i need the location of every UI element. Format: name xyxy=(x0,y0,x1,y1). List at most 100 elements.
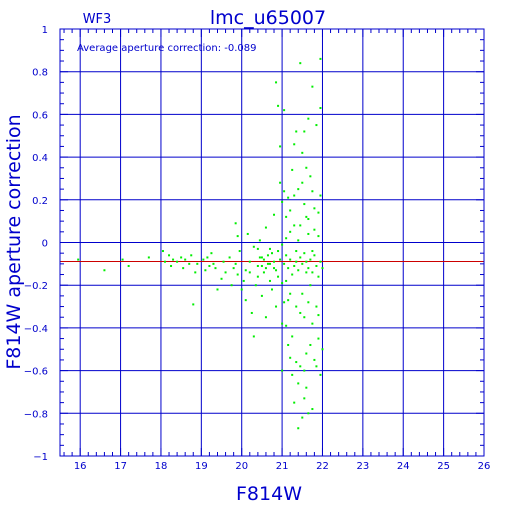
data-points xyxy=(77,57,324,430)
data-point xyxy=(285,279,288,282)
data-point xyxy=(317,314,320,317)
data-point xyxy=(170,264,173,267)
data-point xyxy=(311,408,314,411)
y-tick-label: 1 xyxy=(42,25,48,36)
data-point xyxy=(212,262,215,265)
data-point xyxy=(319,106,322,109)
data-point xyxy=(307,117,310,120)
chart-title: lmc_u65007 xyxy=(210,7,326,29)
data-point xyxy=(271,252,273,255)
data-point xyxy=(240,288,243,291)
data-point xyxy=(317,235,320,238)
data-point xyxy=(277,250,280,253)
data-point xyxy=(268,279,271,282)
data-point xyxy=(281,282,284,285)
data-point xyxy=(180,256,183,259)
data-point xyxy=(208,264,211,267)
data-point xyxy=(238,250,241,253)
data-point xyxy=(305,271,308,274)
data-point xyxy=(248,271,251,274)
data-point xyxy=(311,271,314,274)
data-point xyxy=(307,232,310,235)
x-tick-labels: 16 17 18 19 20 21 22 23 24 25 26 xyxy=(74,461,491,472)
data-point xyxy=(293,401,296,404)
data-point xyxy=(271,288,273,291)
data-point xyxy=(262,258,265,261)
data-point xyxy=(188,262,191,265)
data-point xyxy=(293,264,296,267)
data-point xyxy=(258,239,261,242)
data-point xyxy=(264,226,267,229)
data-point xyxy=(287,343,290,346)
data-point xyxy=(315,264,318,267)
data-point xyxy=(256,264,259,267)
data-point xyxy=(121,258,124,261)
data-point xyxy=(258,256,261,259)
y-tick-label: 0 xyxy=(42,239,48,250)
data-point xyxy=(303,203,306,206)
data-point xyxy=(234,222,237,225)
data-point xyxy=(204,269,207,272)
data-point xyxy=(303,130,306,133)
data-point xyxy=(295,260,298,263)
data-point xyxy=(260,256,263,259)
data-point xyxy=(301,181,304,184)
data-point xyxy=(307,218,310,221)
data-point xyxy=(315,305,318,308)
data-point xyxy=(273,213,276,216)
data-point xyxy=(321,348,324,351)
data-point xyxy=(311,322,314,325)
data-point xyxy=(182,267,185,270)
x-tick-label: 24 xyxy=(397,461,410,472)
x-tick-label: 23 xyxy=(356,461,369,472)
data-point xyxy=(317,337,320,340)
data-point xyxy=(234,262,237,265)
data-point xyxy=(293,194,296,197)
data-point xyxy=(246,232,249,235)
data-point xyxy=(281,200,284,203)
y-tick-label: 0.6 xyxy=(32,110,48,121)
data-point xyxy=(297,427,300,430)
data-point xyxy=(317,275,320,278)
data-point xyxy=(285,254,288,257)
data-point xyxy=(289,292,292,295)
data-point xyxy=(262,271,265,274)
data-point xyxy=(260,294,263,297)
x-tick-label: 20 xyxy=(235,461,248,472)
data-point xyxy=(176,260,179,263)
data-point xyxy=(281,322,284,325)
data-point xyxy=(192,303,195,306)
data-point xyxy=(194,271,197,274)
data-point xyxy=(206,256,209,259)
data-point xyxy=(244,269,247,272)
data-point xyxy=(275,305,278,308)
data-point xyxy=(287,299,290,302)
data-point xyxy=(293,224,296,227)
data-point xyxy=(289,209,292,212)
data-point xyxy=(287,267,290,270)
data-point xyxy=(301,416,304,419)
x-tick-label: 18 xyxy=(155,461,168,472)
data-point xyxy=(250,311,253,314)
data-point xyxy=(273,267,276,270)
data-point xyxy=(275,81,278,84)
y-axis-label: F814W aperture correction xyxy=(3,114,25,369)
data-point xyxy=(103,269,106,272)
data-point xyxy=(127,264,130,267)
data-point xyxy=(268,262,271,265)
data-point xyxy=(301,151,304,154)
data-point xyxy=(266,254,269,257)
data-point xyxy=(309,284,312,287)
data-point xyxy=(281,369,284,372)
data-point xyxy=(303,316,306,319)
data-point xyxy=(196,262,199,265)
data-point xyxy=(232,267,235,270)
data-point xyxy=(303,252,306,255)
data-point xyxy=(228,256,231,259)
grid-lines xyxy=(60,28,485,457)
data-point xyxy=(291,373,294,376)
data-point xyxy=(305,166,308,169)
data-point xyxy=(295,130,298,133)
data-point xyxy=(293,143,296,146)
chip-label: WF3 xyxy=(83,12,112,27)
